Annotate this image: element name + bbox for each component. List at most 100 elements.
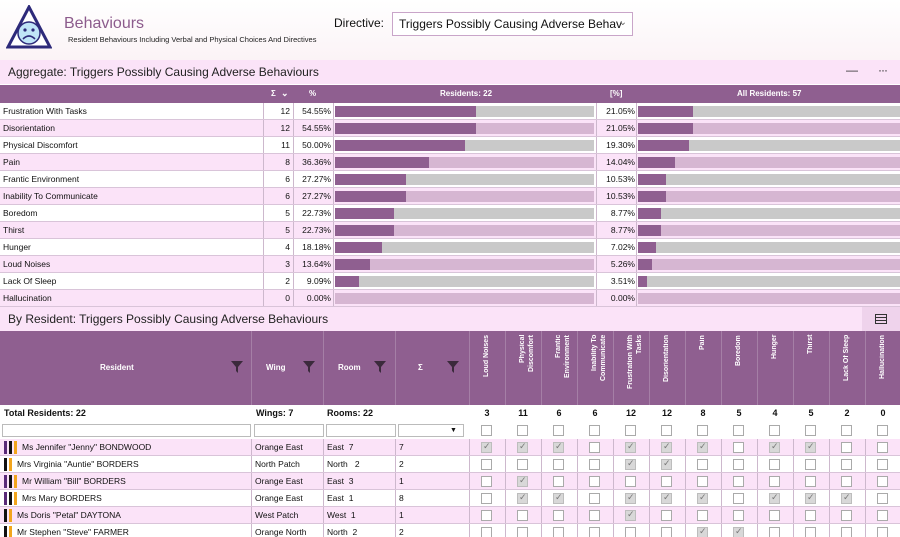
trigger-checkbox[interactable] [625,527,636,537]
trigger-checkbox[interactable] [697,441,708,453]
trigger-checkbox[interactable] [769,459,780,470]
trigger-filter-checkbox[interactable] [661,425,672,436]
trigger-checkbox[interactable] [697,510,708,521]
trigger-checkbox[interactable] [841,459,852,470]
trigger-checkbox[interactable] [733,442,744,453]
trigger-checkbox[interactable] [481,493,492,504]
resident-column-header[interactable]: Resident [100,363,134,372]
trigger-checkbox[interactable] [877,510,888,521]
trigger-checkbox[interactable] [805,492,816,504]
trigger-filter-checkbox[interactable] [625,425,636,436]
table-row[interactable]: Disorientation 12 54.55% 21.05% [0,120,900,137]
directive-select[interactable]: Triggers Possibly Causing Adverse Behav … [392,12,633,36]
trigger-checkbox[interactable] [553,441,564,453]
resident-filter-input[interactable] [2,424,251,437]
trigger-checkbox[interactable] [733,526,744,537]
trigger-checkbox[interactable] [625,476,636,487]
trigger-checkbox[interactable] [805,459,816,470]
sort-chevron-icon[interactable]: ⌄ [281,88,289,98]
trigger-checkbox[interactable] [697,492,708,504]
trigger-checkbox[interactable] [625,458,636,470]
trigger-checkbox[interactable] [841,527,852,537]
trigger-checkbox[interactable] [481,476,492,487]
trigger-filter-checkbox[interactable] [553,425,564,436]
trigger-checkbox[interactable] [661,527,672,537]
trigger-checkbox[interactable] [805,510,816,521]
wing-column-header[interactable]: Wing [266,363,286,372]
table-row[interactable]: Pain 8 36.36% 14.04% [0,154,900,171]
table-row[interactable]: Frantic Environment 6 27.27% 10.53% [0,171,900,188]
trigger-checkbox[interactable] [661,492,672,504]
trigger-column-header[interactable]: Loud Noises [469,331,505,405]
trigger-checkbox[interactable] [733,476,744,487]
trigger-column-header[interactable]: Boredom [721,331,757,405]
sigma-column-header[interactable]: Σ [418,363,423,372]
trigger-checkbox[interactable] [517,510,528,521]
trigger-checkbox[interactable] [517,475,528,487]
table-row[interactable]: Inability To Communicate 6 27.27% 10.53% [0,188,900,205]
trigger-checkbox[interactable] [481,459,492,470]
trigger-checkbox[interactable] [805,527,816,537]
trigger-checkbox[interactable] [877,442,888,453]
trigger-column-header[interactable]: Lack Of Sleep [829,331,865,405]
trigger-checkbox[interactable] [733,493,744,504]
trigger-checkbox[interactable] [661,476,672,487]
sigma-header[interactable]: Σ [271,89,276,98]
trigger-checkbox[interactable] [769,492,780,504]
table-view-button[interactable] [862,307,900,331]
trigger-checkbox[interactable] [877,476,888,487]
wing-filter-input[interactable] [254,424,324,437]
room-filter-input[interactable] [326,424,396,437]
table-row[interactable]: Mrs Virginia "Auntie" BORDERS North Patch… [0,456,900,473]
trigger-column-header[interactable]: Disorientation [649,331,685,405]
trigger-checkbox[interactable] [481,441,492,453]
trigger-filter-checkbox[interactable] [481,425,492,436]
trigger-checkbox[interactable] [769,527,780,537]
trigger-filter-checkbox[interactable] [733,425,744,436]
trigger-column-header[interactable]: Frustration With Tasks [613,331,649,405]
table-row[interactable]: Frustration With Tasks 12 54.55% 21.05% [0,103,900,120]
trigger-checkbox[interactable] [517,527,528,537]
trigger-filter-checkbox[interactable] [517,425,528,436]
trigger-column-header[interactable]: Thirst [793,331,829,405]
trigger-checkbox[interactable] [553,459,564,470]
trigger-filter-checkbox[interactable] [805,425,816,436]
trigger-column-header[interactable]: Inability To Communicate [577,331,613,405]
trigger-checkbox[interactable] [697,476,708,487]
trigger-checkbox[interactable] [517,441,528,453]
trigger-column-header[interactable]: Physical Discomfort [505,331,541,405]
table-row[interactable]: Ms Jennifer "Jenny" BONDWOOD Orange East E… [0,439,900,456]
trigger-checkbox[interactable] [553,476,564,487]
filter-funnel-icon[interactable] [374,361,386,373]
table-row[interactable]: Ms Doris "Petal" DAYTONA West Patch West 1… [0,507,900,524]
count-filter-input[interactable] [398,424,464,437]
trigger-checkbox[interactable] [877,527,888,537]
table-row[interactable]: Mrs Mary BORDERS Orange East East 1 8 [0,490,900,507]
trigger-checkbox[interactable] [769,510,780,521]
trigger-checkbox[interactable] [769,476,780,487]
trigger-checkbox[interactable] [589,442,600,453]
table-row[interactable]: Hallucination 0 0.00% 0.00% [0,290,900,307]
filter-funnel-icon[interactable] [447,361,459,373]
trigger-checkbox[interactable] [589,527,600,537]
trigger-checkbox[interactable] [841,510,852,521]
trigger-filter-checkbox[interactable] [589,425,600,436]
trigger-filter-checkbox[interactable] [697,425,708,436]
trigger-checkbox[interactable] [589,510,600,521]
trigger-checkbox[interactable] [697,459,708,470]
trigger-checkbox[interactable] [553,510,564,521]
trigger-checkbox[interactable] [841,476,852,487]
trigger-checkbox[interactable] [589,459,600,470]
table-row[interactable]: Hunger 4 18.18% 7.02% [0,239,900,256]
trigger-checkbox[interactable] [841,492,852,504]
filter-funnel-icon[interactable] [303,361,315,373]
trigger-checkbox[interactable] [589,476,600,487]
trigger-checkbox[interactable] [553,492,564,504]
filter-funnel-icon[interactable] [231,361,243,373]
trigger-checkbox[interactable] [553,527,564,537]
table-row[interactable]: Mr William "Bill" BORDERS Orange East East… [0,473,900,490]
trigger-column-header[interactable]: Hallucination [865,331,900,405]
table-row[interactable]: Loud Noises 3 13.64% 5.26% [0,256,900,273]
more-options-button[interactable]: ··· [878,63,888,77]
trigger-checkbox[interactable] [517,492,528,504]
